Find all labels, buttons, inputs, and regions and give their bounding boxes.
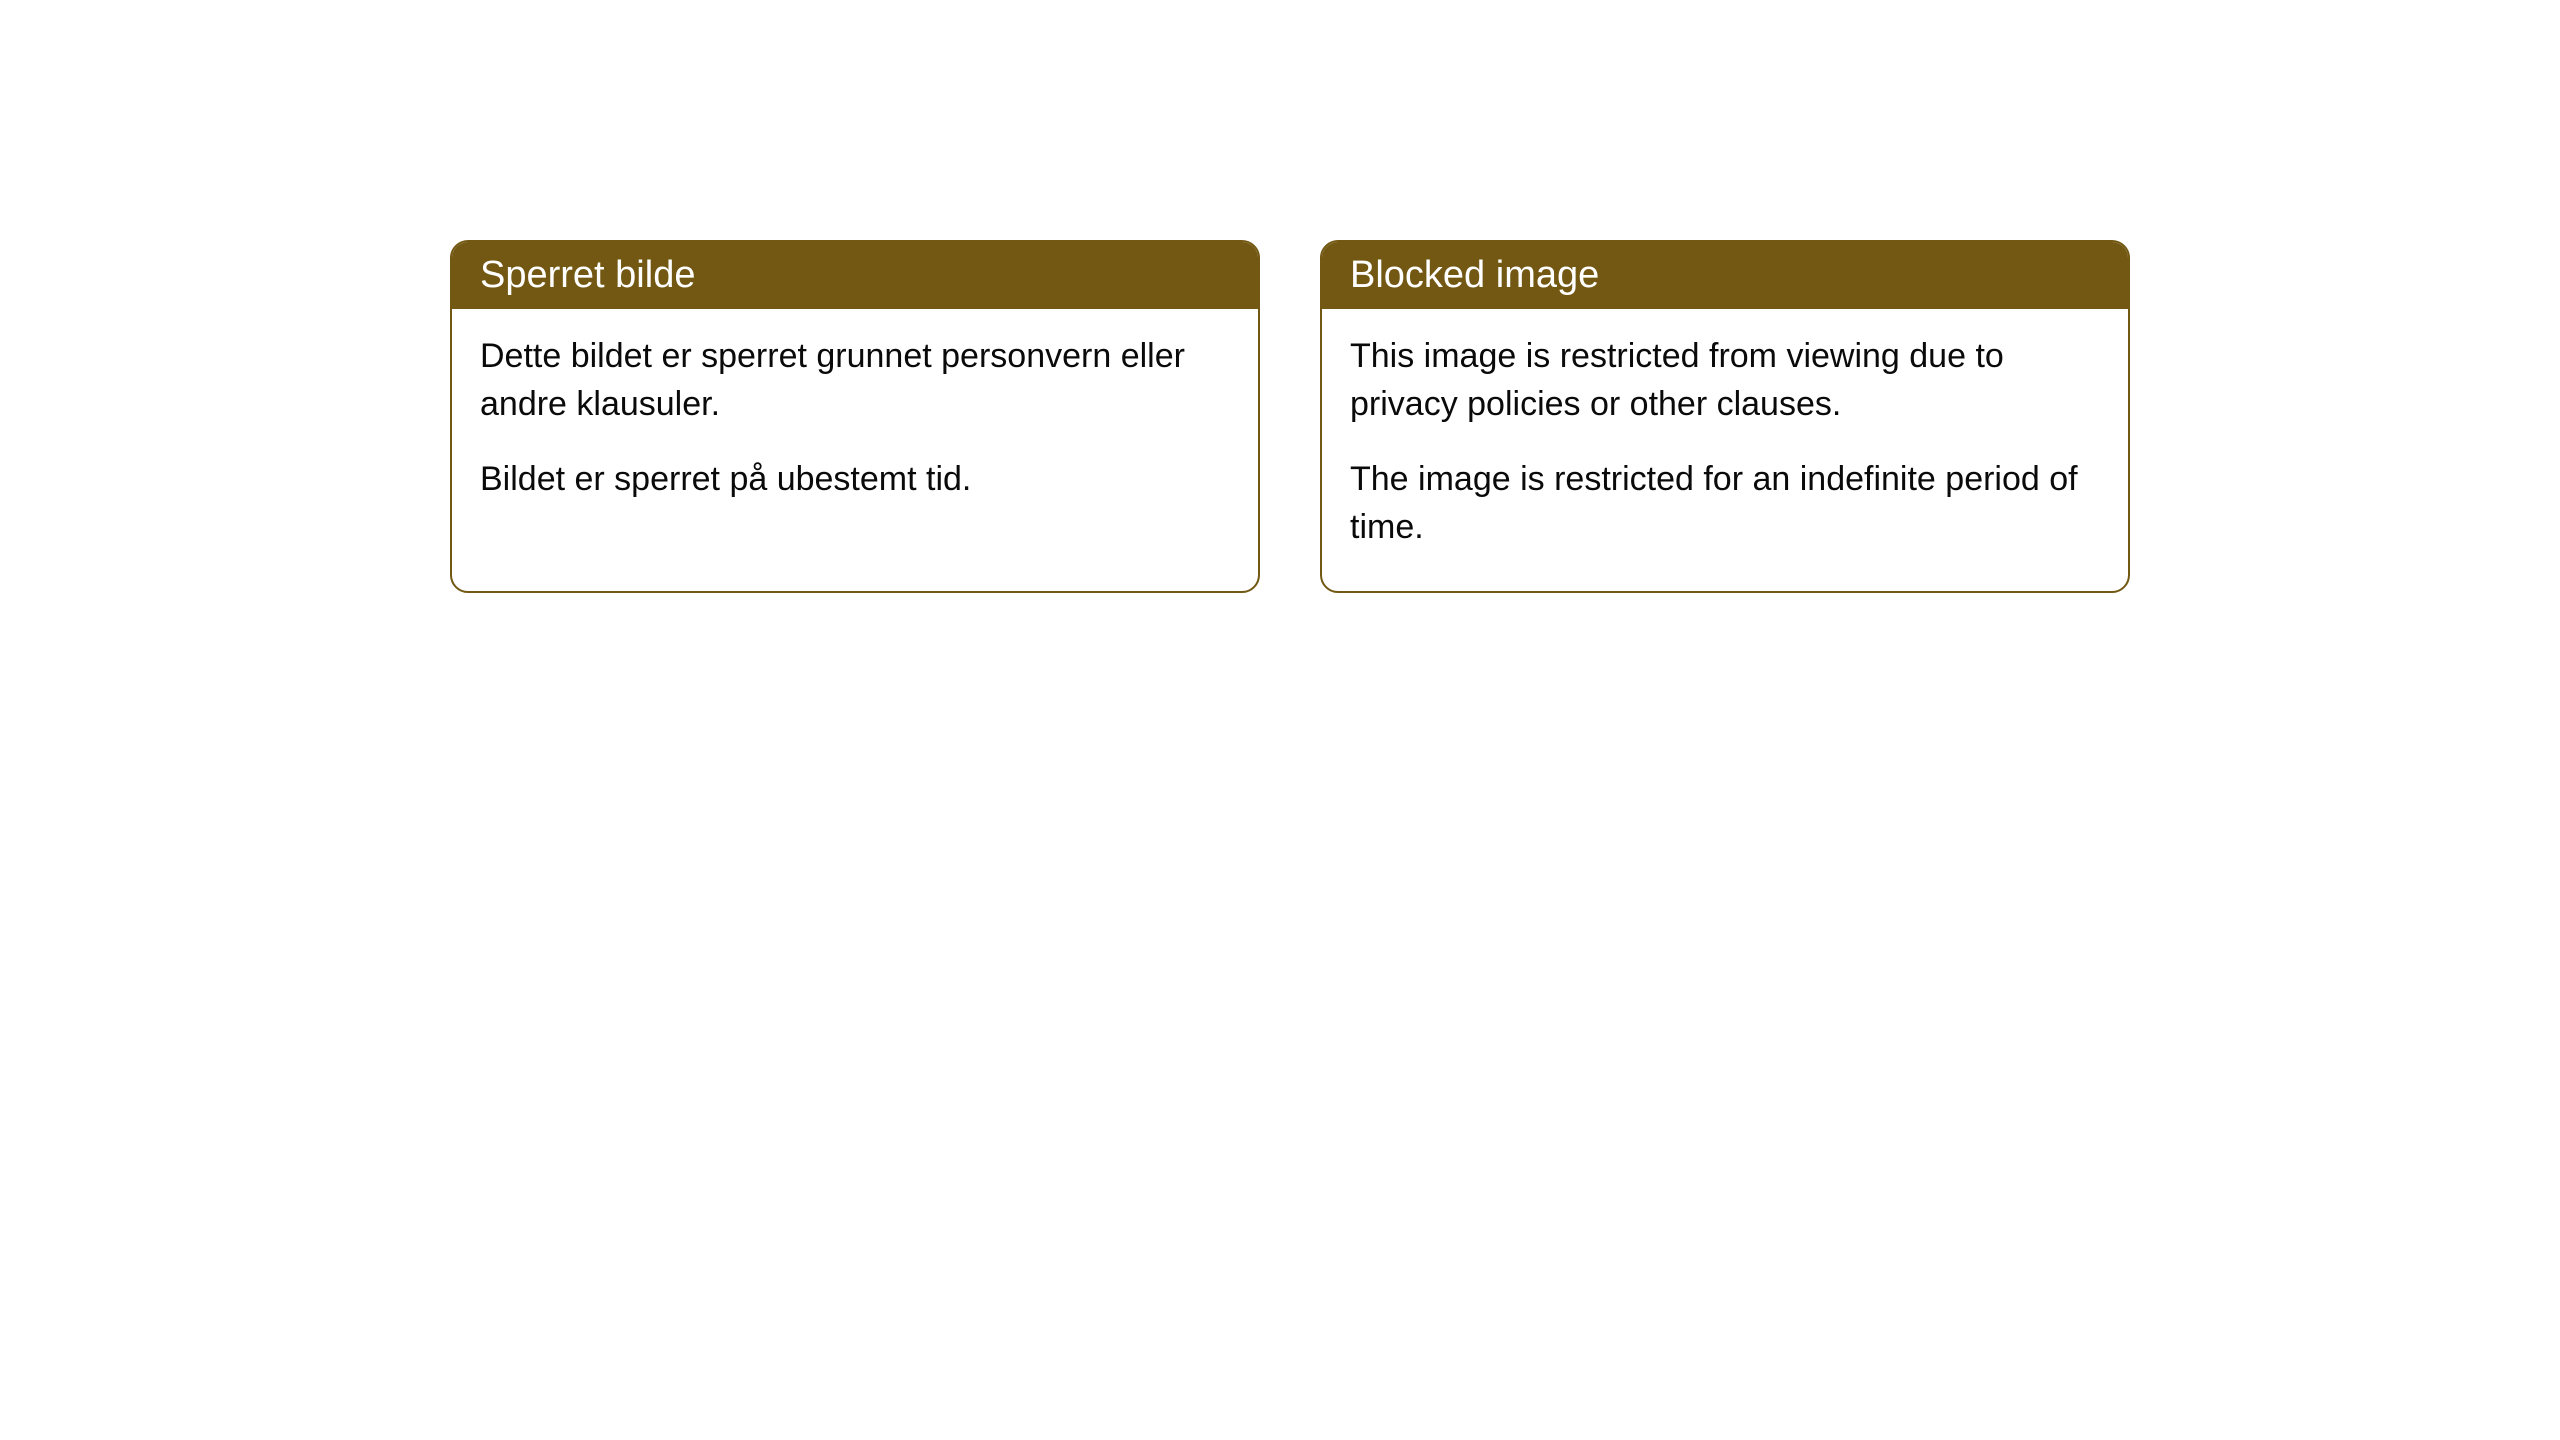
card-paragraph1-english: This image is restricted from viewing du… [1350,333,2100,428]
card-header-english: Blocked image [1322,242,2128,309]
card-body-norwegian: Dette bildet er sperret grunnet personve… [452,309,1258,544]
card-title-english: Blocked image [1350,254,1599,296]
card-norwegian: Sperret bilde Dette bildet er sperret gr… [450,240,1260,593]
card-paragraph1-norwegian: Dette bildet er sperret grunnet personve… [480,333,1230,428]
card-paragraph2-norwegian: Bildet er sperret på ubestemt tid. [480,456,1230,504]
card-body-english: This image is restricted from viewing du… [1322,309,2128,591]
card-header-norwegian: Sperret bilde [452,242,1258,309]
card-paragraph2-english: The image is restricted for an indefinit… [1350,456,2100,551]
card-english: Blocked image This image is restricted f… [1320,240,2130,593]
card-title-norwegian: Sperret bilde [480,254,695,296]
cards-container: Sperret bilde Dette bildet er sperret gr… [450,240,2130,593]
